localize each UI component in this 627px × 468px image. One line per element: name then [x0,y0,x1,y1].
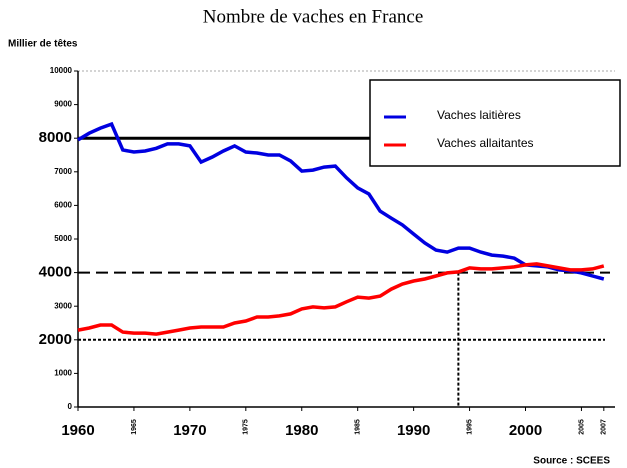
series-line [77,262,605,336]
x-tick-label: 1990 [397,422,430,439]
series-line [77,121,605,281]
y-tick-label: 2000 [39,331,72,348]
chart-title: Nombre de vaches en France [203,6,424,27]
y-tick-label: 4000 [39,264,72,281]
y-tick-label: 1000 [54,369,72,378]
y-tick-label: 5000 [54,234,72,243]
x-tick-label: 2005 [578,419,585,435]
y-tick-label: 7000 [54,167,72,176]
x-tick-label: 1980 [285,422,318,439]
x-tick-label: 2000 [509,422,542,439]
y-axis-label: Millier de têtes [8,39,78,50]
x-tick-label: 1960 [61,422,94,439]
y-tick-label: 10000 [50,66,73,75]
x-tick-label: 2007 [601,419,608,435]
x-tick-label: 1965 [131,419,138,435]
x-tick-label: 1970 [173,422,206,439]
legend-box [369,79,621,167]
y-tick-label: 3000 [54,301,72,310]
y-tick-label: 9000 [54,100,72,109]
legend-label: Vaches allaitantes [437,136,534,150]
legend-label: Vaches laitières [437,108,521,122]
y-tick-label: 8000 [39,129,72,146]
source: Source : SCEES [533,456,610,467]
y-tick-label: 0 [68,402,73,411]
x-tick-label: 1975 [243,419,250,435]
y-tick-label: 6000 [54,201,72,210]
x-tick-label: 1995 [466,419,473,435]
legend: Vaches laitières Vaches allaitantes [369,79,621,167]
x-tick-label: 1985 [355,419,362,435]
